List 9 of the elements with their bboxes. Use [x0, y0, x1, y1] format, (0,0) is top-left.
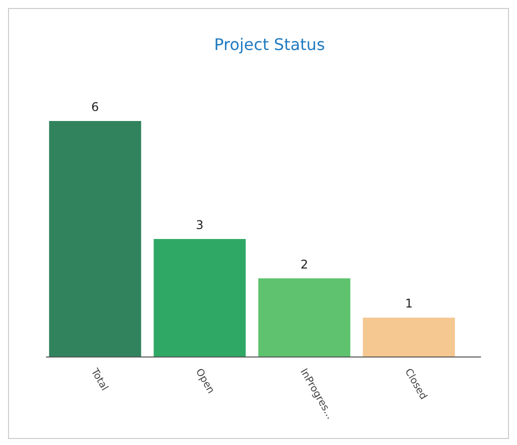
data-label: 1 — [405, 296, 413, 311]
bar — [154, 239, 246, 357]
bar — [362, 318, 455, 357]
chart-title: Project Status — [214, 35, 325, 54]
data-label: 3 — [196, 218, 204, 232]
data-label: 2 — [300, 257, 308, 272]
data-label: 6 — [91, 100, 99, 114]
bar — [258, 278, 350, 357]
bar — [49, 121, 142, 357]
